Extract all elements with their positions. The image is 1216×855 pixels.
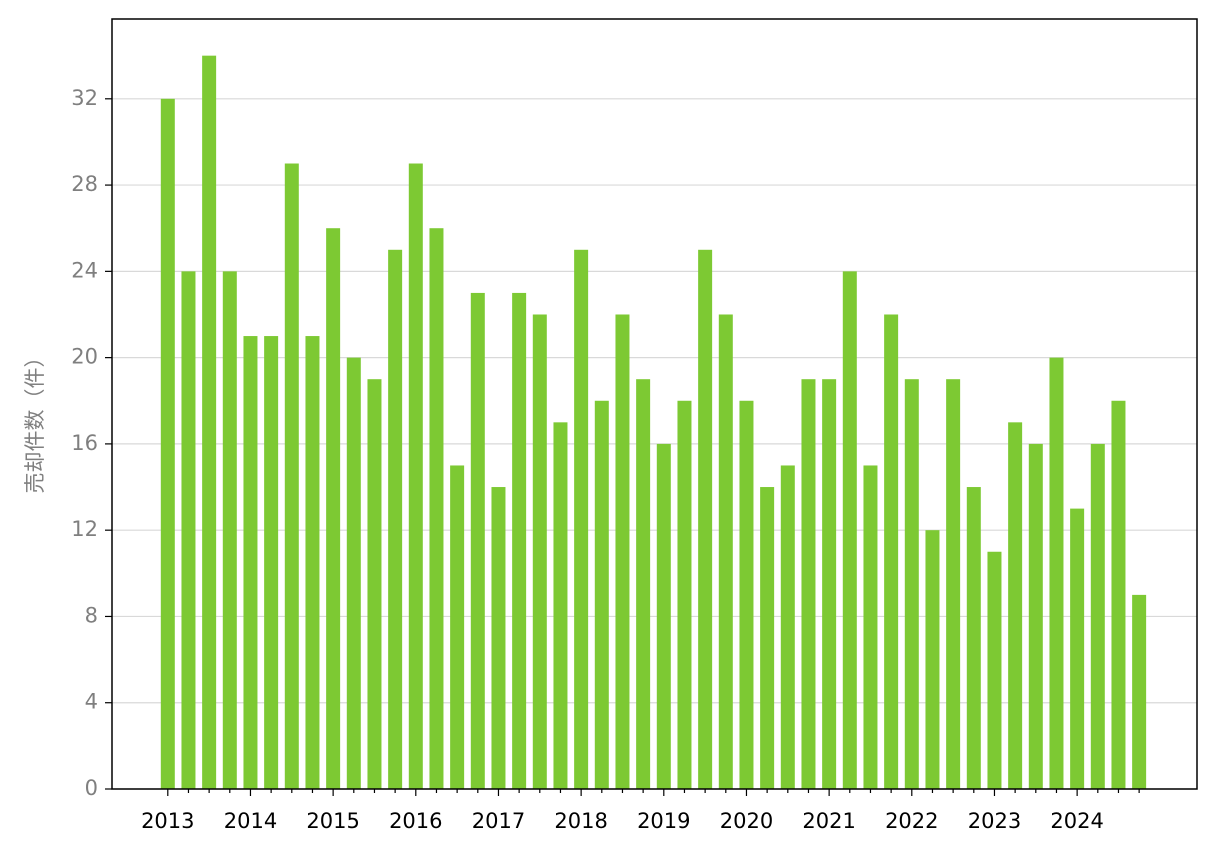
bar	[181, 271, 196, 790]
bar	[532, 314, 547, 789]
bar	[656, 443, 671, 789]
bar	[388, 249, 403, 790]
x-tick-label: 2015	[306, 809, 359, 833]
bar	[677, 400, 692, 789]
bar	[512, 292, 527, 789]
y-tick-label: 0	[85, 776, 98, 800]
bar	[1049, 357, 1064, 789]
bar	[408, 163, 423, 789]
bar	[1111, 400, 1126, 789]
y-tick-label: 20	[71, 345, 98, 369]
bar	[1028, 443, 1043, 789]
bar	[863, 465, 878, 789]
y-axis-label: 売却件数（件）	[23, 347, 47, 494]
x-tick-label: 2023	[968, 809, 1021, 833]
x-tick-label: 2020	[720, 809, 773, 833]
bar	[450, 465, 465, 789]
bar	[574, 249, 589, 790]
bar	[305, 336, 320, 789]
bar	[429, 228, 444, 789]
bar	[202, 55, 217, 789]
bar	[718, 314, 733, 789]
bar	[243, 336, 258, 789]
bar	[326, 228, 341, 789]
y-tick-label: 28	[71, 172, 98, 196]
plot-frame	[111, 18, 1198, 790]
bar	[987, 551, 1002, 789]
bar	[966, 487, 981, 789]
bar	[1090, 443, 1105, 789]
bar	[553, 422, 568, 789]
y-tick-label: 4	[85, 690, 98, 714]
x-tick-label: 2013	[141, 809, 194, 833]
bar	[594, 400, 609, 789]
bar	[884, 314, 899, 789]
bar	[615, 314, 630, 789]
x-tick-label: 2017	[472, 809, 525, 833]
bar	[470, 292, 485, 789]
x-tick-label: 2019	[637, 809, 690, 833]
bar	[491, 487, 506, 789]
bar	[222, 271, 237, 790]
x-tick-label: 2018	[554, 809, 607, 833]
bar	[822, 379, 837, 789]
y-tick-label: 12	[71, 517, 98, 541]
y-tick-label: 16	[71, 431, 98, 455]
x-tick-label: 2016	[389, 809, 442, 833]
x-tick-label: 2024	[1050, 809, 1103, 833]
x-tick-label: 2022	[885, 809, 938, 833]
bar	[904, 379, 919, 789]
bar	[160, 98, 175, 789]
bar	[946, 379, 961, 789]
x-tick-label: 2014	[224, 809, 277, 833]
bar	[1008, 422, 1023, 789]
y-tick-label: 24	[71, 258, 98, 282]
bar	[780, 465, 795, 789]
bar	[925, 530, 940, 789]
bar	[698, 249, 713, 790]
bar	[739, 400, 754, 789]
bar	[801, 379, 816, 789]
y-tick-label: 32	[71, 86, 98, 110]
bar	[1132, 594, 1147, 789]
bar	[264, 336, 279, 789]
bar	[636, 379, 651, 789]
bar	[284, 163, 299, 789]
x-tick-label: 2021	[802, 809, 855, 833]
y-tick-label: 8	[85, 603, 98, 627]
bar	[842, 271, 857, 790]
bar	[367, 379, 382, 789]
bar	[760, 487, 775, 789]
bar	[346, 357, 361, 789]
bar	[1070, 508, 1085, 789]
